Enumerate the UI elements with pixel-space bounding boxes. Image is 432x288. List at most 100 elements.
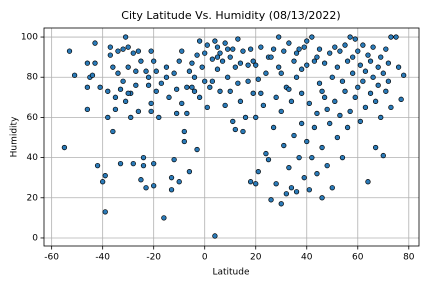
point bbox=[148, 48, 154, 54]
point bbox=[350, 70, 356, 76]
point bbox=[306, 100, 312, 106]
point bbox=[89, 72, 96, 78]
point bbox=[186, 169, 193, 175]
point bbox=[92, 40, 98, 46]
point bbox=[299, 90, 305, 96]
point bbox=[181, 128, 187, 135]
y-tick-label: 40 bbox=[27, 153, 39, 163]
x-tick-label: 20 bbox=[250, 253, 262, 263]
point bbox=[321, 60, 328, 66]
point bbox=[122, 98, 129, 104]
point bbox=[143, 185, 149, 191]
point bbox=[189, 84, 195, 90]
point bbox=[133, 82, 139, 88]
x-tick-label: -60 bbox=[44, 253, 59, 263]
point bbox=[191, 74, 198, 80]
point bbox=[196, 94, 203, 100]
point bbox=[327, 50, 333, 56]
point bbox=[151, 183, 157, 189]
point bbox=[222, 102, 228, 109]
point bbox=[184, 84, 190, 90]
point bbox=[311, 124, 318, 131]
point bbox=[291, 132, 297, 139]
point bbox=[324, 106, 330, 113]
point bbox=[342, 42, 348, 48]
y-tick-label: 100 bbox=[21, 33, 38, 43]
point bbox=[158, 80, 164, 86]
point bbox=[258, 44, 264, 50]
point bbox=[112, 94, 119, 100]
point bbox=[255, 76, 261, 82]
point bbox=[273, 181, 279, 187]
point bbox=[145, 74, 152, 80]
x-tick-label: 80 bbox=[403, 253, 415, 263]
point bbox=[347, 108, 353, 115]
point bbox=[278, 70, 284, 76]
point bbox=[347, 34, 353, 40]
point bbox=[110, 64, 116, 70]
point bbox=[125, 44, 131, 50]
point bbox=[304, 138, 310, 145]
point bbox=[365, 179, 371, 185]
point bbox=[304, 38, 310, 44]
point bbox=[355, 84, 361, 90]
point bbox=[214, 44, 221, 50]
point bbox=[309, 34, 315, 40]
point bbox=[276, 34, 282, 40]
point bbox=[263, 70, 269, 76]
point bbox=[253, 181, 259, 187]
point bbox=[163, 74, 170, 80]
point bbox=[209, 56, 216, 62]
point bbox=[329, 74, 335, 80]
point bbox=[370, 44, 376, 50]
point bbox=[350, 54, 356, 60]
point bbox=[395, 64, 402, 70]
point bbox=[66, 48, 73, 54]
chart-title: City Latitude Vs. Humidity (08/13/2022) bbox=[121, 9, 340, 22]
point bbox=[112, 106, 119, 113]
point bbox=[204, 42, 210, 48]
point bbox=[401, 72, 407, 78]
point bbox=[332, 44, 338, 50]
point bbox=[260, 102, 267, 109]
point bbox=[235, 36, 241, 42]
x-tick-label: 40 bbox=[301, 253, 313, 263]
point bbox=[230, 46, 236, 52]
point bbox=[296, 154, 302, 161]
point bbox=[357, 62, 363, 68]
point bbox=[105, 88, 111, 94]
point bbox=[247, 46, 254, 52]
point bbox=[309, 154, 315, 161]
point bbox=[304, 62, 310, 68]
point bbox=[319, 144, 325, 151]
point bbox=[125, 64, 131, 70]
point bbox=[102, 173, 108, 179]
point bbox=[332, 98, 338, 104]
point bbox=[247, 179, 254, 185]
point bbox=[191, 88, 198, 94]
point bbox=[171, 70, 177, 76]
x-axis-label: Latitude bbox=[212, 268, 250, 278]
point bbox=[375, 82, 381, 88]
point bbox=[342, 88, 348, 94]
point bbox=[140, 154, 147, 161]
point bbox=[293, 189, 300, 195]
point bbox=[352, 94, 358, 100]
point bbox=[130, 50, 136, 56]
point bbox=[293, 74, 300, 80]
point bbox=[148, 100, 154, 106]
point bbox=[140, 162, 147, 169]
point bbox=[184, 110, 190, 117]
point bbox=[135, 108, 142, 115]
point bbox=[122, 34, 129, 40]
point bbox=[276, 64, 282, 70]
y-tick-label: 0 bbox=[32, 233, 38, 243]
point bbox=[344, 124, 351, 131]
point bbox=[151, 58, 157, 64]
point bbox=[117, 160, 124, 167]
x-tick-label: -20 bbox=[146, 253, 161, 263]
point bbox=[321, 94, 328, 100]
point bbox=[115, 48, 121, 54]
point bbox=[278, 201, 284, 207]
point bbox=[378, 114, 384, 121]
